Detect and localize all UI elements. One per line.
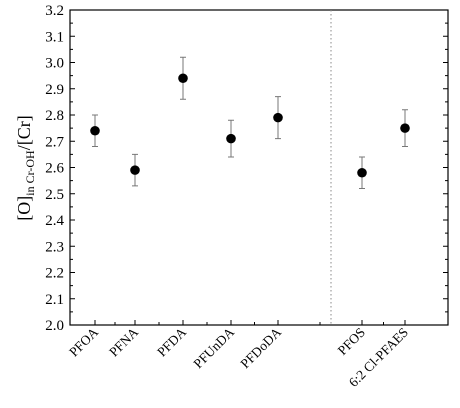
y-tick-label: 2.1: [45, 292, 64, 308]
x-tick-label: PFUnDA: [190, 324, 237, 371]
y-tick-label: 2.2: [45, 266, 64, 282]
data-point-group: [400, 109, 410, 147]
x-tick-label: PFOA: [66, 324, 101, 359]
data-point: [90, 125, 100, 136]
y-tick-label: 2.9: [45, 82, 64, 98]
data-point: [357, 167, 367, 178]
x-tick-label: PFDA: [154, 324, 189, 359]
plot-frame: [69, 9, 449, 326]
data-point-group: [226, 119, 236, 158]
y-tick-label: 2.7: [45, 134, 64, 150]
data-point-group: [357, 156, 367, 189]
data-point-group: [178, 56, 188, 100]
y-tick-label: 3.2: [45, 3, 64, 19]
y-tick-label: 2.0: [45, 318, 64, 334]
y-tick-label: 2.4: [45, 213, 64, 229]
y-axis-title-sub: in Cr-OH: [23, 150, 37, 196]
data-point: [400, 123, 410, 133]
x-tick-label: PFNA: [106, 324, 141, 359]
y-tick-label: 3.0: [45, 56, 64, 72]
x-tick-label: PFOS: [335, 325, 368, 358]
data-point-group: [130, 153, 140, 187]
y-axis-title-open: [O]: [14, 196, 34, 221]
y-axis-title-close: /[Cr]: [14, 115, 34, 150]
y-tick-label: 3.1: [45, 29, 64, 45]
data-point: [178, 73, 188, 84]
y-tick-label: 2.6: [45, 161, 64, 177]
y-axis-title: [O]in Cr-OH/[Cr]: [14, 115, 37, 220]
y-axis: 2.0 2.1 2.2 2.3 2.4 2.5 2.6 2.7 2.8 2.9 3.0 3.1 3.2: [45, 3, 448, 334]
data-point: [130, 165, 140, 175]
data-point-group: [273, 96, 283, 140]
y-tick-label: 2.5: [45, 187, 64, 203]
data-point: [226, 133, 236, 144]
x-tick-label: PFDoDA: [237, 324, 284, 371]
y-tick-label: 2.8: [45, 108, 64, 124]
data-points: [90, 56, 410, 189]
y-tick-label: 2.3: [45, 239, 64, 255]
data-point: [273, 112, 283, 123]
data-point-group: [90, 114, 100, 147]
